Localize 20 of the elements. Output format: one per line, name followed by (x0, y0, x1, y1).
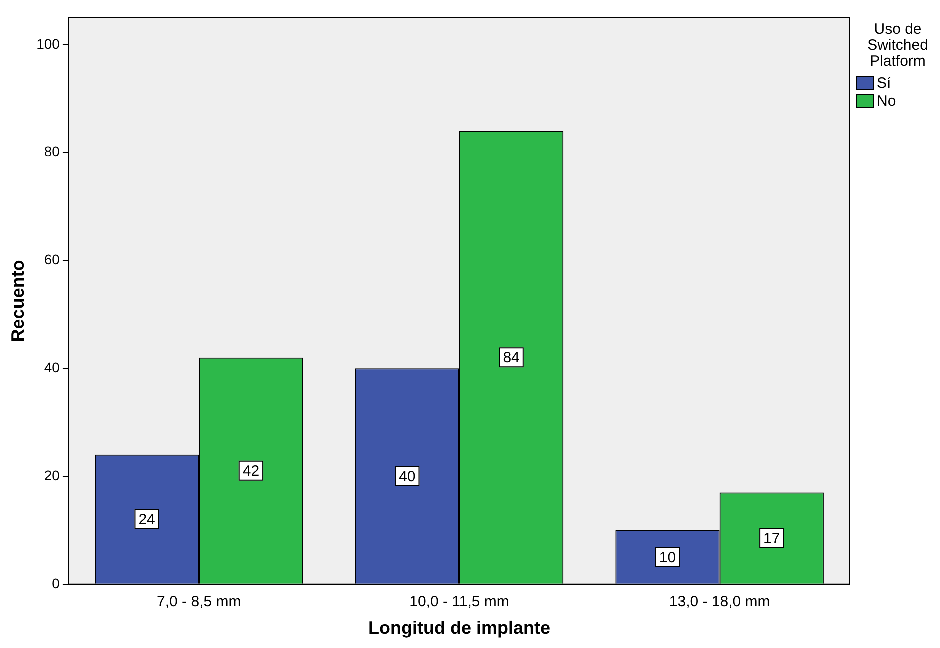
y-tick-label: 0 (52, 575, 60, 592)
y-tick-label: 40 (44, 359, 60, 376)
y-tick-label: 20 (44, 467, 60, 484)
data-label: 10 (659, 549, 676, 566)
y-tick-label: 80 (44, 144, 60, 160)
x-axis-title: Longitud de implante (368, 618, 550, 638)
legend-title: Uso de Switched Platform (866, 21, 930, 70)
data-label: 17 (764, 530, 780, 548)
y-tick-label: 100 (36, 36, 60, 52)
data-label: 24 (138, 512, 156, 529)
x-tick-label: 10,0 - 11,5 mm (410, 594, 510, 611)
x-tick-label: 13,0 - 18,0 mm (669, 594, 770, 611)
data-label: 42 (242, 463, 260, 480)
y-axis-title: Recuento (8, 260, 28, 342)
legend-label: Sí (877, 74, 892, 92)
data-label: 84 (503, 350, 520, 367)
data-label: 40 (399, 468, 416, 486)
x-tick-label: 7,0 - 8,5 mm (157, 594, 242, 611)
legend-label: No (877, 92, 896, 110)
y-tick-label: 60 (44, 252, 60, 268)
